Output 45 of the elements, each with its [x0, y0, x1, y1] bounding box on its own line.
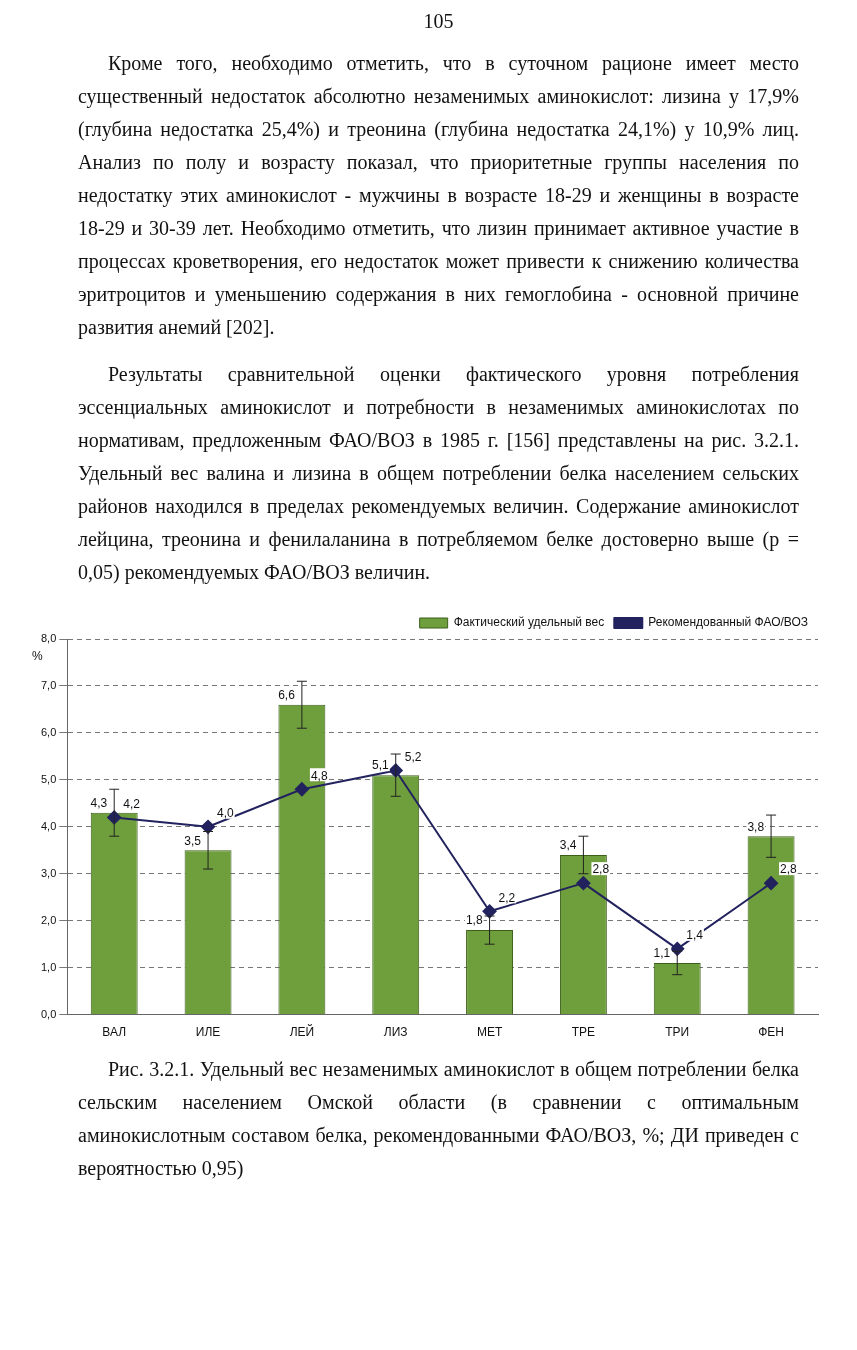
data-label: 2,2 [498, 890, 516, 905]
point [482, 904, 497, 919]
data-label: 4,3 [90, 796, 108, 811]
legend-label: Рекомендованный ФАО/ВОЗ [648, 615, 809, 630]
y-tick-label: 1,0 [40, 960, 57, 973]
data-label: 4,2 [123, 796, 141, 811]
data-label: 2,8 [780, 862, 798, 877]
point [764, 876, 779, 891]
data-label: 1,4 [686, 928, 704, 943]
data-label: 1,8 [465, 913, 483, 928]
x-tick-label: ВАЛ [102, 1025, 127, 1040]
x-tick-label: ТРЕ [571, 1025, 596, 1040]
point [294, 782, 309, 797]
text: Рис. 3.2.1. Удельный вес незаменимых аминокислот в общем потреблении белка сельским населением Омской области (в сравнении с оптимальным аминокислотным составом белка, рекомендованными ФАО/ВОЗ, %; ДИ приведен с вероятностью 0,95) [78, 1057, 799, 1182]
legend-label: Фактический удельный вес [453, 615, 605, 630]
y-tick-label: 5,0 [40, 772, 57, 785]
text: Результаты сравнительной оценки фактического уровня потребления эссенциальных аминокислот и потребности в незаменимых аминокислотах по нормативам, предложенным ФАО/ВОЗ в 1985 г. [156] представлены на рис. 3.2.1. Удельный вес валина и лизина в общем потреблении белка населением сельских районов находился в пределах рекомендуемых величин. Содержание аминокислот лейцина, треонина и фенилаланина в потребляемом белке достоверно выше (р = 0,05) рекомендуемых ФАО/ВОЗ величин. [78, 362, 799, 586]
x-tick-label: ЛЕЙ [289, 1024, 315, 1040]
x-tick-label: ТРИ [665, 1025, 690, 1040]
data-label: 5,2 [404, 749, 422, 764]
y-tick-label: 3,0 [40, 866, 57, 879]
data-label: 5,1 [372, 758, 390, 773]
data-label: 2,8 [592, 862, 610, 877]
data-label: 3,5 [184, 833, 202, 848]
y-tick-label: 6,0 [40, 725, 57, 738]
x-tick-label: МЕТ [476, 1025, 503, 1040]
y-tick-label: 2,0 [40, 913, 57, 926]
text: Кроме того, необходимо отметить, что в суточном рационе имеет место существенный недостаток абсолютно незаменимых аминокислот: лизина у 17,9% (глубина недостатка 25,4%) и треонина (глубина недостатка 24,1%) у 10,9% лиц. Анализ по полу и возрасту показал, что приоритетные группы населения по недостатку этих аминокислот - мужчины в возрасте 18-29 и женщины в возрасте 18-29 и 30-39 лет. Необходимо отметить, что лизин принимает активное участие в процессах кроветворения, его недостаток может привести к снижению количества эритроцитов и уменьшению содержания в них гемоглобина - основной причине развития анемий [202]. [78, 52, 799, 338]
text: 105 [422, 10, 455, 33]
point [201, 819, 216, 834]
x-tick-label: ФЕН [758, 1025, 784, 1040]
y-tick-label: 8,0 [40, 632, 57, 645]
data-label: 3,4 [559, 838, 577, 853]
y-tick-label: 7,0 [40, 678, 57, 691]
data-label: 1,1 [653, 946, 671, 961]
data-label: 3,8 [747, 819, 765, 834]
y-tick-label: 4,0 [40, 819, 57, 832]
point [576, 876, 591, 891]
y-axis-title: % [32, 649, 43, 664]
x-tick-label: ИЛЕ [195, 1025, 221, 1040]
data-label: 4,8 [310, 768, 328, 783]
x-tick-label: ЛИЗ [383, 1025, 408, 1040]
data-label: 6,6 [278, 688, 296, 703]
y-tick-label: 0,0 [40, 1007, 57, 1020]
data-label: 4,0 [217, 806, 235, 821]
